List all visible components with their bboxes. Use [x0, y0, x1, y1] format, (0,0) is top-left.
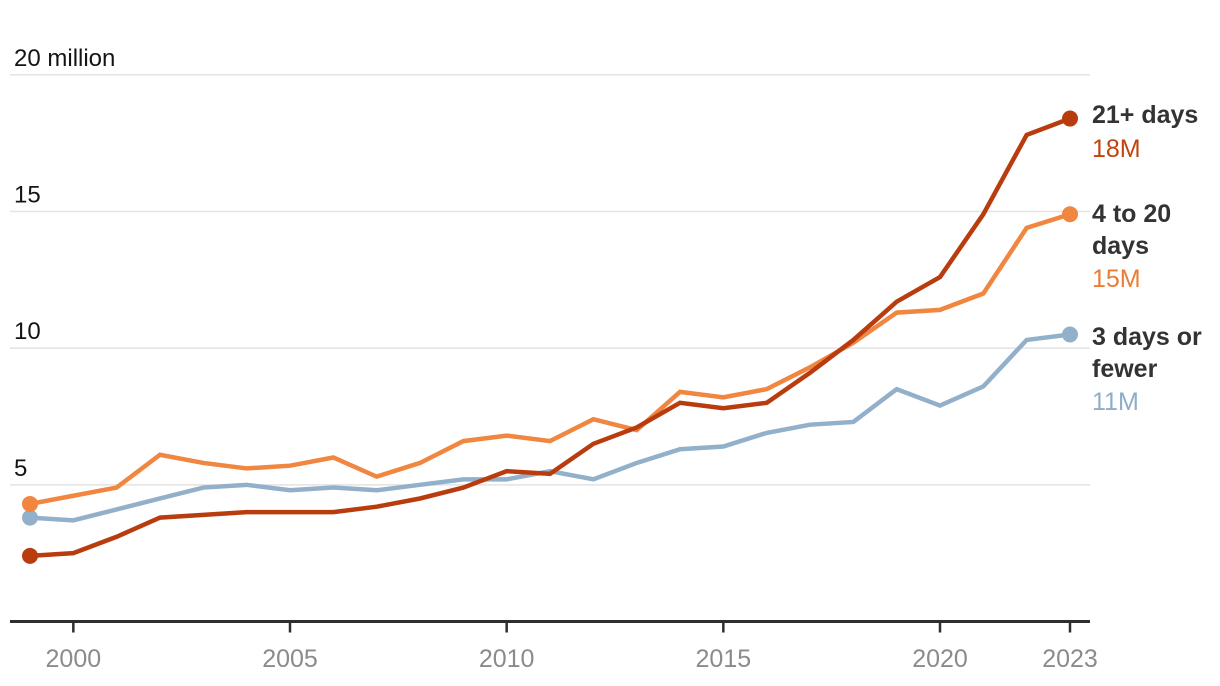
series-start-dot	[22, 495, 38, 512]
x-axis-tick-label: 2023	[1042, 645, 1098, 673]
legend-value: 11M	[1092, 388, 1139, 416]
legend-entry-21-plus-days: 21+ days 18M	[1092, 100, 1220, 165]
x-axis-tick-label: 2010	[479, 645, 535, 673]
legend-entry-4-to-20-days: 4 to 20 days 15M	[1092, 199, 1220, 296]
y-axis-tick-label: 15	[14, 181, 41, 208]
series-end-dot	[1062, 206, 1078, 223]
series-start-dot	[22, 509, 38, 526]
x-axis-tick-label: 2005	[262, 645, 318, 673]
y-axis-tick-label: 5	[14, 455, 27, 482]
y-axis-tick-label: 20 million	[14, 45, 115, 72]
legend-value: 15M	[1092, 265, 1141, 293]
x-axis-tick-label: 2015	[696, 645, 752, 673]
series-line-4-to-20-days	[29, 212, 1071, 507]
legend-label: 4 to 20 days	[1092, 200, 1172, 260]
series-end-dot	[1062, 326, 1078, 343]
series-start-dot	[22, 547, 38, 564]
legend-label: 21+ days	[1092, 101, 1199, 129]
x-axis-tick-label: 2020	[912, 645, 968, 673]
legend-entry-3-days-or-fewer: 3 days or fewer 11M	[1092, 322, 1220, 419]
series-line-3-days-or-fewer	[29, 332, 1071, 523]
series-line-21-days	[29, 116, 1071, 559]
x-axis-tick-label: 2000	[46, 645, 102, 673]
y-axis-tick-label: 10	[14, 318, 41, 345]
legend-label: 3 days or fewer	[1092, 323, 1202, 383]
series-end-dot	[1062, 110, 1078, 127]
legend-value: 18M	[1092, 134, 1141, 163]
